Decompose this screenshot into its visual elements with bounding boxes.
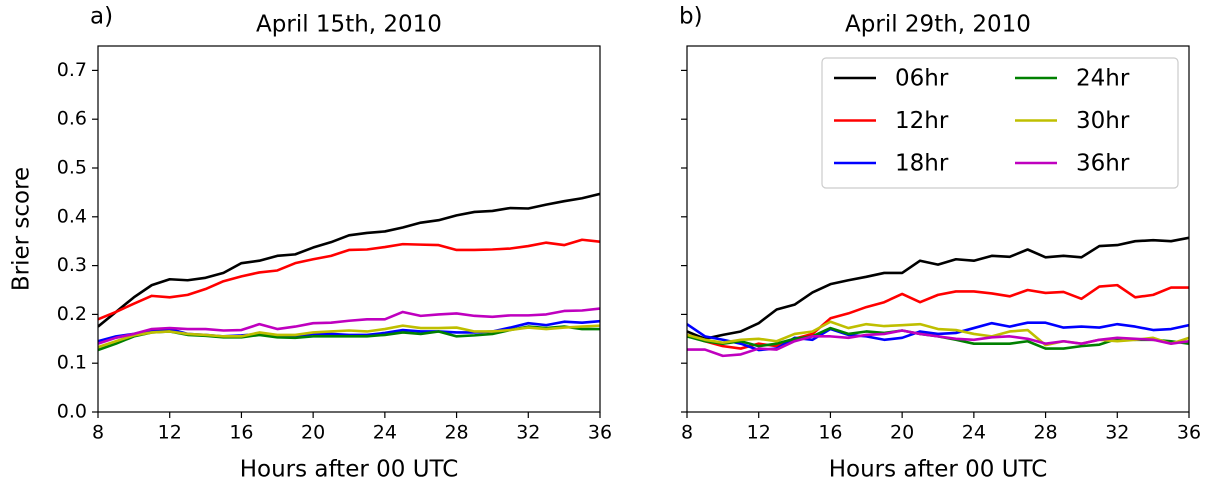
plot-area (687, 236, 1189, 358)
x-axis-label: Hours after 00 UTC (240, 457, 459, 483)
series-line (98, 307, 600, 345)
x-tick-label: 28 (1033, 422, 1057, 444)
title: April 29th, 2010 (845, 12, 1031, 38)
x-tick-label: 12 (747, 422, 771, 444)
x-tick-label: 16 (229, 422, 253, 444)
axes-frame (97, 45, 601, 413)
x-tick-label: 20 (890, 422, 914, 444)
legend-label: 24hr (1076, 66, 1130, 92)
x-tick-label: 24 (962, 422, 986, 444)
legend-label: 12hr (895, 108, 949, 134)
series-line (98, 238, 600, 321)
y-tick-label: 0.0 (57, 401, 87, 423)
title: April 15th, 2010 (256, 12, 442, 38)
legend-label: 36hr (1076, 151, 1130, 177)
x-tick-label: 24 (373, 422, 397, 444)
x-tick-label: 20 (301, 422, 325, 444)
x-tick-label: 36 (588, 422, 612, 444)
x-tick-label: 8 (92, 422, 104, 444)
x-tick-label: 12 (158, 422, 182, 444)
series-line (687, 236, 1189, 341)
series-line (687, 329, 1189, 358)
series-line (98, 192, 600, 328)
x-tick-label: 28 (444, 422, 468, 444)
y-tick-label: 0.2 (57, 303, 87, 325)
legend-label: 06hr (895, 66, 949, 92)
legend-label: 18hr (895, 151, 949, 177)
y-tick-label: 0.7 (57, 59, 87, 81)
legend-label: 30hr (1076, 108, 1130, 134)
series-line (98, 324, 600, 349)
y-tick-label: 0.4 (57, 205, 87, 227)
y-tick-label: 0.5 (57, 157, 87, 179)
axes-frame (686, 45, 1190, 413)
x-tick-label: 32 (1105, 422, 1129, 444)
y-tick-label: 0.3 (57, 254, 87, 276)
x-tick-label: 32 (516, 422, 540, 444)
legend-box (821, 57, 1179, 189)
x-tick-label: 36 (1177, 422, 1201, 444)
y-tick-label: 0.6 (57, 108, 87, 130)
x-axis-label: Hours after 00 UTC (829, 457, 1048, 483)
y-axis-label: Brier score (9, 167, 35, 291)
panel-label: a) (90, 4, 113, 30)
panel-label: b) (679, 4, 703, 30)
x-tick-label: 16 (818, 422, 842, 444)
y-tick-label: 0.1 (57, 352, 87, 374)
plot-area (98, 192, 600, 352)
x-tick-label: 8 (681, 422, 693, 444)
